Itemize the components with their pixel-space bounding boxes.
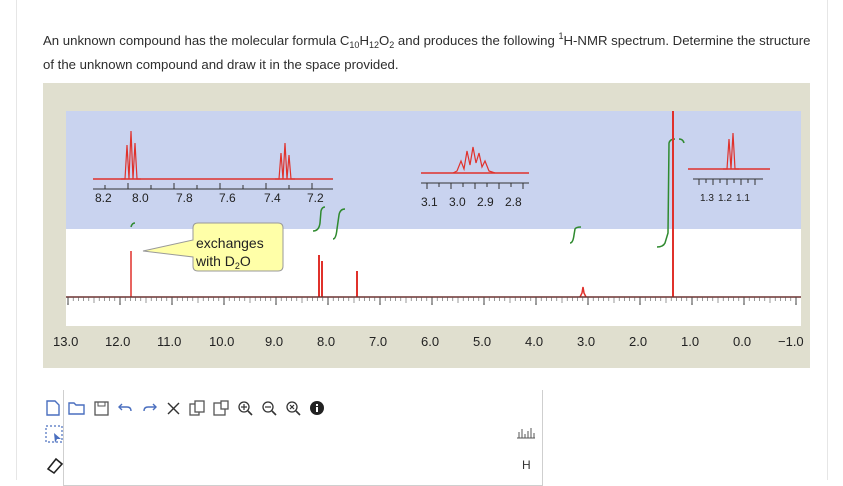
save-icon[interactable]	[90, 397, 112, 419]
paste-icon[interactable]	[210, 397, 232, 419]
chain-tool-icon[interactable]	[516, 424, 536, 442]
inset2-tick-label: 2.9	[477, 195, 494, 209]
inset2-tick-label: 3.0	[449, 195, 466, 209]
right-tool-palette	[512, 424, 540, 484]
main-axis-labels: 13.0 12.0 11.0 10.0 9.0 8.0 7.0 6.0 5.0 …	[53, 334, 804, 349]
undo-icon[interactable]	[114, 397, 136, 419]
toolbar-row	[42, 396, 330, 420]
redo-icon[interactable]	[138, 397, 160, 419]
zoom-in-icon[interactable]	[234, 397, 256, 419]
atom-h-button[interactable]: H	[522, 458, 531, 472]
inset-band	[66, 111, 801, 229]
inset-aromatic: 8.2 8.0 7.8 7.6 7.4 7.2	[93, 130, 333, 205]
inset1-tick-label: 7.6	[219, 191, 236, 205]
axis-tick-label: 11.0	[157, 334, 181, 349]
inset1-tick-label: 7.8	[176, 191, 193, 205]
axis-tick-label: 6.0	[421, 334, 439, 349]
selection-tool-icon[interactable]	[44, 424, 66, 446]
inset3-tick-label: 1.2	[718, 193, 732, 204]
axis-tick-label: 12.0	[105, 334, 130, 349]
open-folder-icon[interactable]	[66, 397, 88, 419]
info-icon[interactable]	[306, 397, 328, 419]
inset3-tick-label: 1.1	[736, 193, 750, 204]
inset2-tick-label: 3.1	[421, 195, 438, 209]
zoom-reset-icon[interactable]	[282, 397, 304, 419]
new-document-icon[interactable]	[42, 397, 64, 419]
eraser-tool-icon[interactable]	[44, 454, 66, 476]
inset1-tick-label: 7.2	[307, 191, 324, 205]
cut-icon[interactable]	[162, 397, 184, 419]
axis-tick-label: 2.0	[629, 334, 647, 349]
callout-line2: with D2O	[195, 253, 251, 271]
axis-tick-label: 4.0	[525, 334, 543, 349]
axis-tick-label: 9.0	[265, 334, 283, 349]
axis-tick-label: 10.0	[209, 334, 234, 349]
nmr-spectrum-svg: 8.2 8.0 7.8 7.6 7.4 7.2 3.1 3.0 2.9 2.8	[53, 111, 804, 349]
axis-tick-label: 0.0	[733, 334, 751, 349]
axis-tick-label: 13.0	[53, 334, 78, 349]
inset1-tick-label: 8.0	[132, 191, 149, 205]
axis-tick-label: 5.0	[473, 334, 491, 349]
axis-tick-label: 7.0	[369, 334, 387, 349]
axis-tick-label: 8.0	[317, 334, 335, 349]
inset2-tick-label: 2.8	[505, 195, 522, 209]
axis-tick-label: −1.0	[778, 334, 804, 349]
inset-methine: 3.1 3.0 2.9 2.8	[421, 146, 529, 209]
inset1-tick-label: 8.2	[95, 191, 112, 205]
plot-white-band	[66, 229, 801, 297]
callout-line1: exchanges	[196, 235, 264, 251]
inset3-tick-label: 1.3	[700, 193, 714, 204]
inset1-tick-label: 7.4	[264, 191, 281, 205]
zoom-out-icon[interactable]	[258, 397, 280, 419]
axis-tick-label: 1.0	[681, 334, 699, 349]
drawing-toolbar	[42, 390, 542, 480]
drawing-canvas[interactable]	[63, 390, 543, 486]
inset1-ticks	[104, 183, 313, 189]
axis-tick-label: 3.0	[577, 334, 595, 349]
main-axis-minor-ticks	[67, 297, 797, 303]
question-text: An unknown compound has the molecular fo…	[43, 31, 811, 72]
inset-methyl: 1.3 1.2 1.1	[678, 132, 770, 204]
copy-icon[interactable]	[186, 397, 208, 419]
left-tool-palette	[44, 424, 68, 484]
nmr-spectrum-figure: 8.2 8.0 7.8 7.6 7.4 7.2 3.1 3.0 2.9 2.8	[43, 83, 810, 368]
exchange-callout: exchanges with D2O	[142, 222, 284, 272]
